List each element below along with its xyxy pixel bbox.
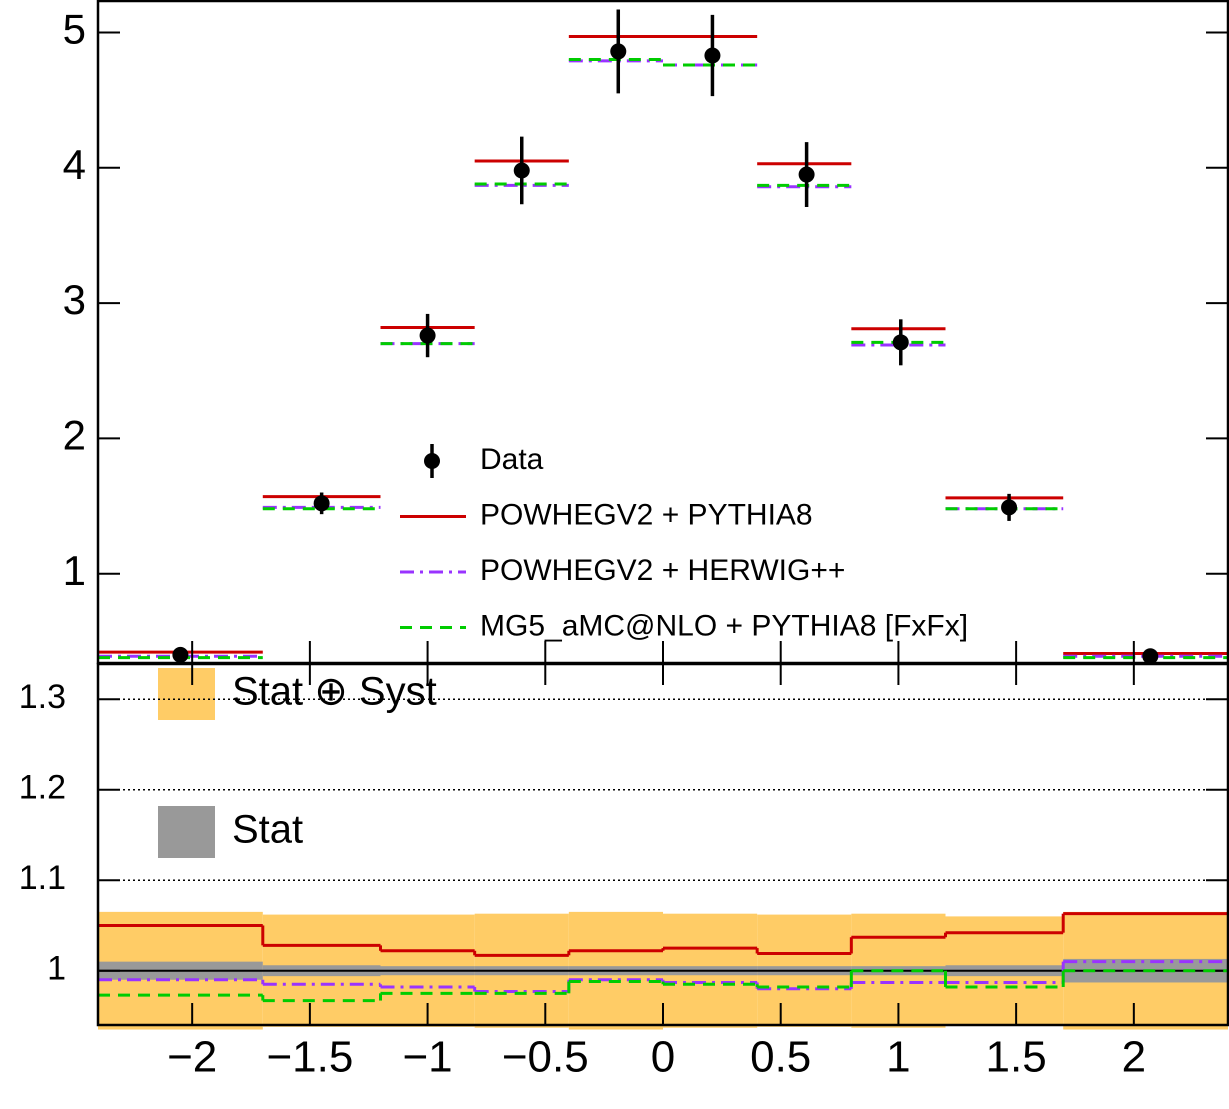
data-point — [798, 166, 815, 183]
x-tick-label: 1.5 — [986, 1033, 1047, 1082]
data-point — [704, 47, 721, 64]
y-tick-label: 1.1 — [19, 859, 66, 897]
x-tick-label: −1.5 — [266, 1033, 353, 1082]
y-tick-label: 1 — [47, 950, 66, 988]
y-tick-label: 4 — [63, 141, 86, 188]
data-point — [513, 162, 530, 179]
y-tick-label: 1.3 — [19, 678, 66, 716]
x-tick-label: 2 — [1122, 1033, 1146, 1082]
x-tick-label: −2 — [167, 1033, 217, 1082]
data-point — [172, 646, 189, 663]
data-point — [1001, 499, 1018, 516]
x-tick-label: −1 — [402, 1033, 452, 1082]
y-tick-label: 3 — [63, 276, 86, 323]
y-tick-label: 1 — [63, 547, 86, 594]
legend-label: MG5_aMC@NLO + PYTHIA8 [FxFx] — [480, 609, 968, 642]
x-tick-label: −0.5 — [502, 1033, 589, 1082]
legend-label: POWHEGV2 + HERWIG++ — [480, 554, 845, 587]
legend-swatch — [158, 668, 215, 720]
y-tick-label: 1.2 — [19, 769, 66, 807]
x-tick-label: 1 — [886, 1033, 910, 1082]
legend-label: Data — [480, 443, 544, 476]
x-tick-label: 0 — [651, 1033, 675, 1082]
legend-label: Stat ⊕ Syst — [232, 670, 437, 714]
legend-swatch — [158, 806, 215, 858]
legend-label: Stat — [232, 808, 303, 852]
data-point — [313, 495, 330, 512]
data-point — [610, 43, 627, 60]
legend-label: POWHEGV2 + PYTHIA8 — [480, 498, 813, 531]
data-point — [892, 334, 909, 351]
x-tick-label: 0.5 — [750, 1033, 811, 1082]
legend-marker — [424, 453, 440, 469]
plot-frame — [96, 662, 1229, 1027]
y-tick-label: 5 — [63, 6, 86, 53]
y-tick-label: 2 — [63, 411, 86, 458]
data-point — [1142, 648, 1159, 665]
data-point — [419, 327, 436, 344]
